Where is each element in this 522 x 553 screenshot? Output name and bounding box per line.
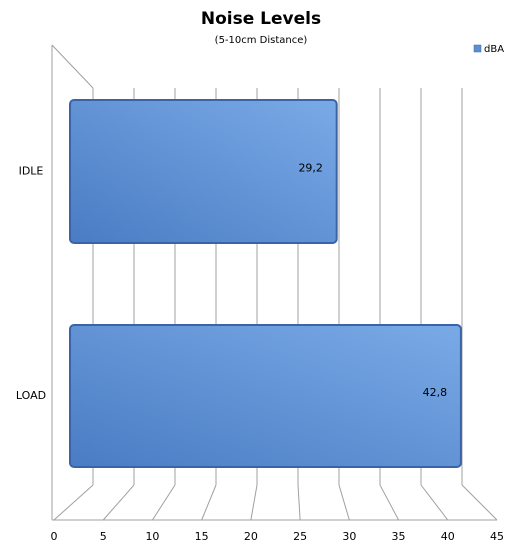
bar [69,99,338,244]
data-label: 42,8 [423,386,448,399]
x-tick-label: 5 [100,530,107,543]
floor-line [250,484,258,521]
floor-line [102,484,135,521]
bar [69,324,462,468]
x-tick-label: 10 [145,530,159,543]
floor-line [420,484,449,521]
floor-line [201,484,217,521]
x-tick-label: 35 [392,530,406,543]
floor-line [53,484,94,521]
legend-label: dBA [484,44,504,55]
legend-swatch [473,44,482,53]
y-tick-label: IDLE [19,165,44,178]
chart-title: Noise Levels [201,9,321,29]
data-label: 29,2 [298,162,323,175]
chart-subtitle: (5-10cm Distance) [215,35,308,46]
floor-line [297,484,301,521]
x-tick-label: 0 [51,530,58,543]
x-tick-label: 20 [244,530,258,543]
x-tick-label: 30 [342,530,356,543]
y-tick-label: LOAD [16,389,46,402]
x-tick-label: 25 [293,530,307,543]
x-tick-label: 15 [195,530,209,543]
x-tick-label: 40 [441,530,455,543]
floor-line [152,484,176,521]
floor-line [338,484,350,521]
floor-line [461,484,498,521]
wall-edge [51,44,94,89]
x-tick-label: 45 [490,530,504,543]
floor-line [379,484,399,521]
